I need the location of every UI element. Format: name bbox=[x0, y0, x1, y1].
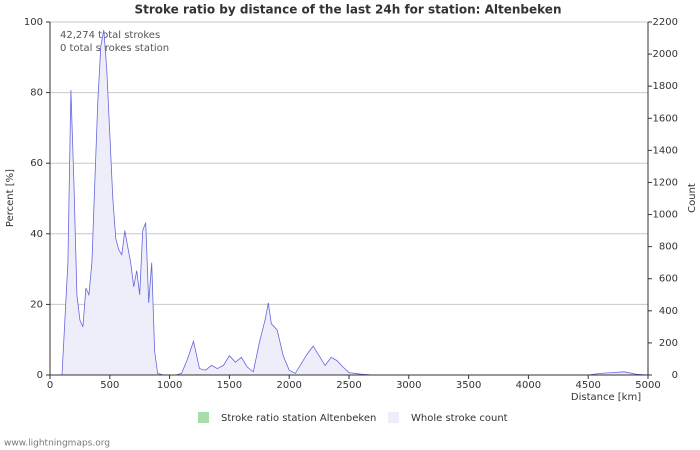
y2-tick-label: 800 bbox=[659, 242, 678, 253]
legend-label: Stroke ratio station Altenbeken bbox=[221, 413, 376, 424]
y-tick-label: 20 bbox=[30, 299, 43, 310]
x-tick-label: 5000 bbox=[635, 380, 660, 391]
x-axis-label: Distance [km] bbox=[571, 392, 641, 403]
annotation: 0 total strokes station bbox=[60, 43, 169, 54]
y-axis-label: Percent [%] bbox=[5, 169, 16, 227]
y-tick-label: 60 bbox=[30, 158, 43, 169]
x-tick-label: 0 bbox=[47, 380, 53, 391]
x-tick-label: 4000 bbox=[516, 380, 541, 391]
legend-swatch bbox=[198, 412, 209, 423]
line bbox=[61, 29, 649, 376]
y2-tick-label: 1800 bbox=[653, 81, 678, 92]
chart-title: Stroke ratio by distance of the last 24h… bbox=[134, 3, 561, 17]
y2-tick-label: 0 bbox=[672, 370, 678, 381]
x-tick-label: 1000 bbox=[157, 380, 182, 391]
y2-tick-label: 1000 bbox=[653, 210, 678, 221]
y2-tick-label: 200 bbox=[659, 338, 678, 349]
x-tick-label: 3000 bbox=[396, 380, 421, 391]
y-tick-label: 100 bbox=[24, 17, 43, 28]
footer: www.lightningmaps.org bbox=[4, 439, 110, 449]
y2-tick-label: 1400 bbox=[653, 145, 678, 156]
legend-label: Whole stroke count bbox=[411, 413, 508, 424]
x-tick-label: 2500 bbox=[336, 380, 361, 391]
y2-tick-label: 600 bbox=[659, 274, 678, 285]
y2-tick-label: 1600 bbox=[653, 113, 678, 124]
y2-tick-label: 1200 bbox=[653, 177, 678, 188]
annotation: 42,274 total strokes bbox=[60, 30, 160, 41]
x-tick-label: 4500 bbox=[575, 380, 600, 391]
y2-tick-label: 2000 bbox=[653, 49, 678, 60]
y2-axis-label: Count bbox=[687, 183, 698, 213]
x-tick-label: 2000 bbox=[276, 380, 301, 391]
x-tick-label: 3500 bbox=[456, 380, 481, 391]
area bbox=[62, 30, 648, 375]
y-tick-label: 40 bbox=[30, 229, 43, 240]
x-tick-label: 1500 bbox=[217, 380, 242, 391]
x-tick-label: 500 bbox=[100, 380, 119, 391]
legend-swatch bbox=[388, 412, 399, 423]
y-tick-label: 80 bbox=[30, 88, 43, 99]
y2-tick-label: 400 bbox=[659, 306, 678, 317]
y-tick-label: 0 bbox=[37, 370, 43, 381]
y2-tick-label: 2200 bbox=[653, 17, 678, 28]
